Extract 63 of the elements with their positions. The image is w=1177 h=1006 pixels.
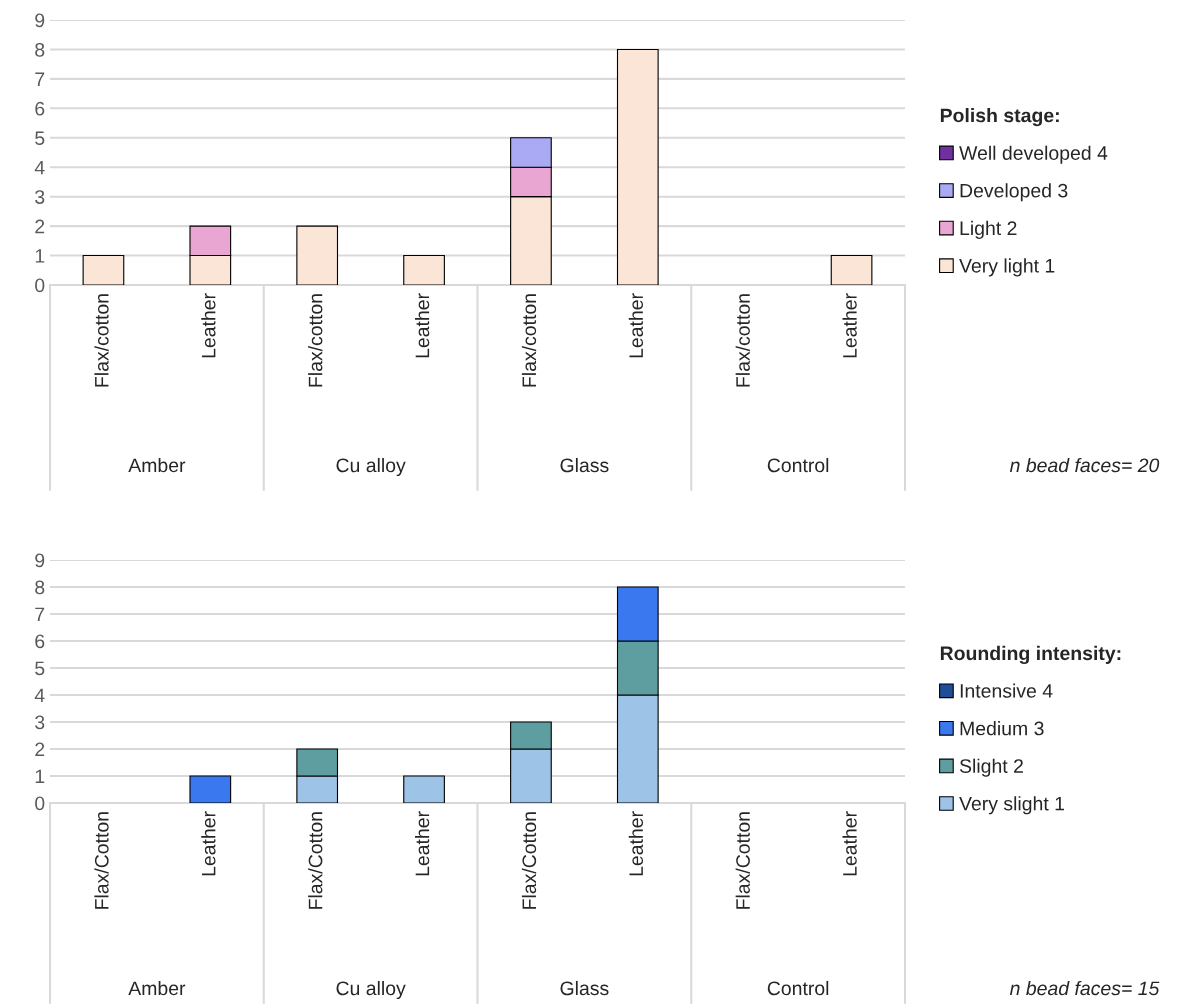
x-tick-label: Flax/Cotton (94, 812, 109, 909)
x-tick-label: Flax/cotton (308, 294, 323, 387)
y-tick-label: 3 (35, 190, 45, 204)
legend-title: Rounding intensity: (940, 645, 1121, 665)
x-tick-label: Flax/Cotton (521, 812, 537, 909)
y-tick-label: 9 (35, 13, 45, 28)
legend-title: Polish stage: (940, 108, 1059, 127)
x-tick-label: Leather (415, 811, 430, 876)
bar (296, 225, 339, 285)
x-tick-label: Leather (201, 811, 216, 876)
x-tick-label: Flax/cotton (94, 294, 109, 387)
x-tick-label: Leather (842, 293, 857, 358)
text: Control (767, 980, 829, 996)
text: Amber (128, 457, 186, 473)
x-tick-label: Flax/cotton (735, 294, 750, 387)
y-tick-label: 5 (35, 131, 45, 146)
x-tick-label: Leather (415, 293, 430, 358)
text: Cu alloy (336, 980, 406, 1000)
text: Glass (560, 980, 609, 996)
legend-label: Intensive 4 (960, 683, 1053, 698)
bar (830, 255, 873, 285)
y-tick-label: 9 (35, 553, 45, 568)
bar (403, 255, 445, 285)
x-tick-label: Flax/cotton (521, 294, 537, 387)
legend-label: Very slight 1 (959, 796, 1065, 815)
y-tick-label: 7 (35, 607, 45, 622)
text: Cu alloy (336, 457, 406, 477)
y-tick-label: 1 (35, 769, 45, 784)
legend-label: Developed 3 (960, 183, 1068, 202)
x-tick-label: Leather (628, 293, 644, 358)
y-tick-label: 6 (35, 101, 45, 116)
x-tick-label: Leather (842, 811, 857, 876)
y-tick-label: 1 (35, 249, 45, 263)
text: n bead faces= 15 (1009, 980, 1160, 996)
y-tick-label: 0 (35, 796, 45, 811)
legend-label: Medium 3 (960, 721, 1044, 736)
x-tick-label: Leather (628, 811, 644, 876)
text: Amber (128, 980, 186, 996)
y-tick-label: 2 (35, 742, 45, 757)
x-tick-label: Leather (201, 293, 216, 358)
y-tick-label: 6 (35, 634, 45, 649)
text: n bead faces= 20 (1009, 457, 1160, 473)
legend-label: Slight 2 (959, 758, 1023, 777)
y-tick-label: 4 (34, 160, 45, 175)
x-tick-label: Flax/Cotton (308, 812, 323, 909)
bar (403, 775, 445, 803)
y-tick-label: 2 (35, 219, 45, 234)
y-tick-label: 0 (35, 278, 45, 293)
y-tick-label: 7 (35, 72, 45, 86)
y-tick-label: 4 (34, 688, 45, 703)
legend-label: Light 2 (960, 220, 1017, 239)
text: Control (767, 457, 829, 473)
text: Glass (560, 457, 609, 473)
bar (82, 255, 125, 285)
y-tick-label: 5 (35, 661, 45, 676)
y-tick-label: 8 (35, 42, 45, 57)
bar (616, 48, 659, 285)
legend-label: Well developed 4 (959, 145, 1108, 164)
bar (189, 775, 232, 803)
x-tick-label: Flax/Cotton (735, 812, 750, 909)
legend-label: Very light 1 (959, 258, 1055, 277)
y-tick-label: 8 (35, 580, 45, 595)
y-tick-label: 3 (35, 715, 45, 730)
